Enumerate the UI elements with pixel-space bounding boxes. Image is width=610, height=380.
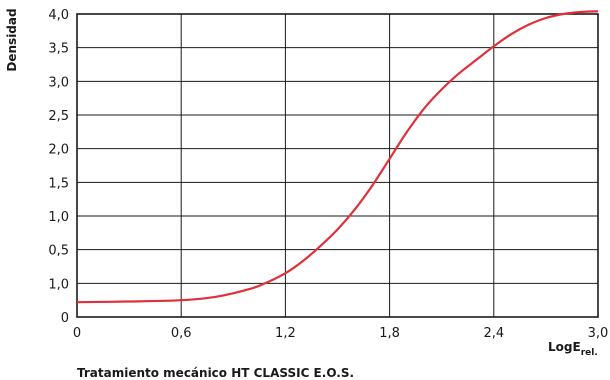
y-tick-label: 4,0: [48, 8, 69, 23]
y-tick-label: 1,0: [48, 210, 69, 225]
x-axis-label-main: LogE: [548, 340, 581, 354]
y-tick-label: 2,5: [48, 109, 69, 124]
x-tick-labels: 0 0,6 1,2 1,8 2,4 3,0: [73, 326, 608, 341]
y-tick-label: 3,5: [48, 42, 69, 57]
x-tick-label: 1,8: [379, 326, 400, 341]
y-tick-label: 2,0: [48, 143, 69, 158]
y-tick-label: 3,0: [48, 75, 69, 90]
grid: [76, 13, 599, 318]
y-tick-labels: 0 1,0 0,5 1,0 1,5 2,0 2,5 3,0 3,5 4,0: [48, 8, 69, 326]
footnote: Tratamiento mecánico HT CLASSIC E.O.S.: [77, 366, 354, 380]
y-tick-label: 0,5: [48, 244, 69, 259]
x-tick-label: 3,0: [588, 326, 609, 341]
x-axis-label: LogErel.: [548, 340, 598, 358]
x-tick-label: 0: [73, 326, 81, 341]
y-tick-label: 0: [61, 311, 69, 326]
density-curve: [76, 10, 599, 304]
x-axis-label-sub: rel.: [581, 348, 598, 358]
y-tick-label: 1,0: [48, 277, 69, 292]
x-tick-label: 0,6: [171, 326, 192, 341]
y-tick-label: 1,5: [48, 176, 69, 191]
y-axis-label: Densidad: [5, 8, 19, 71]
x-tick-label: 2,4: [483, 326, 504, 341]
plot-frame: [76, 13, 599, 318]
x-tick-label: 1,2: [275, 326, 296, 341]
